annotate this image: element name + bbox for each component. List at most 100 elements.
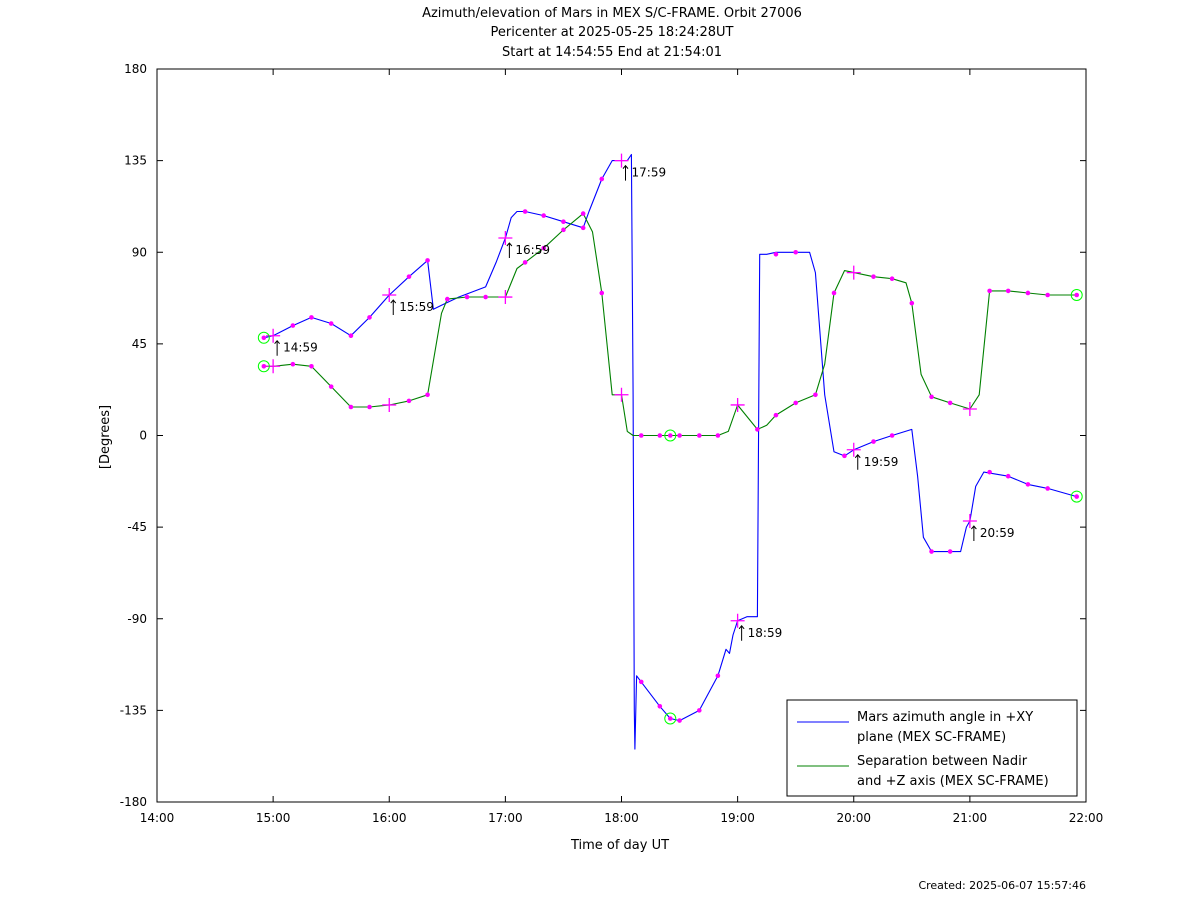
- hour-cross-marker-7: [614, 387, 629, 402]
- event-circle-dot-2: [667, 716, 673, 721]
- x-tick-label-17-00: 17:00: [488, 811, 523, 825]
- sample-dot-green-8: [464, 294, 470, 300]
- x-tick-label-19-00: 19:00: [720, 811, 755, 825]
- sample-dot-blue-10: [580, 225, 586, 231]
- sample-dot-green-11: [541, 245, 546, 251]
- sample-dot-green-6: [425, 392, 430, 398]
- legend-label-azimuth-line-1: Mars azimuth angle in +XY: [857, 710, 1033, 725]
- hour-cross-marker-13: [962, 402, 977, 417]
- time-annotation-label-20-59: 20:59: [980, 526, 1015, 540]
- time-annotation-arrow-6: [970, 525, 977, 542]
- event-circle-marker-2: [664, 712, 677, 725]
- sample-dot-green-31: [1005, 288, 1011, 294]
- sample-dot-green-23: [813, 392, 818, 398]
- sample-dot-blue-1: [309, 315, 314, 320]
- y-tick-label-180: 180: [124, 62, 147, 76]
- sample-dot-green-29: [947, 400, 953, 406]
- x-tick-label-16-00: 16:00: [372, 811, 407, 825]
- sample-dot-green-21: [773, 412, 779, 418]
- sample-dot-green-4: [367, 404, 372, 410]
- y-tick-label-0: 0: [139, 429, 147, 443]
- created-timestamp: Created: 2025-06-07 15:57:46: [918, 879, 1086, 892]
- x-axis-label: Time of day UT: [570, 838, 669, 853]
- sample-dot-green-7: [445, 296, 450, 302]
- y-tick-label-90: 90: [132, 245, 147, 259]
- chart-title-line-1: Azimuth/elevation of Mars in MEX S/C-FRA…: [422, 6, 802, 21]
- sample-dot-green-20: [755, 427, 760, 432]
- hour-cross-marker-2: [382, 288, 397, 303]
- y-axis-ticks: 180 135 90 45 0 -45 -90 -135 -180: [120, 62, 1086, 809]
- event-circle-marker-1: [257, 360, 270, 373]
- y-tick-label-135: -135: [120, 703, 147, 717]
- time-annotation-label-15-59: 15:59: [399, 300, 434, 314]
- sample-dot-blue-7: [522, 209, 528, 214]
- series-line-azimuth: [263, 153, 1077, 750]
- event-circle-dot-0: [261, 335, 267, 341]
- sample-dot-blue-6: [425, 258, 430, 263]
- time-annotation-label-18-59: 18:59: [748, 626, 783, 640]
- sample-dot-green-30: [987, 288, 992, 294]
- sample-dot-green-13: [580, 211, 586, 216]
- sample-dot-green-9: [483, 294, 488, 300]
- sample-dot-blue-26: [1025, 482, 1031, 487]
- event-circle-marker-5: [1070, 490, 1083, 503]
- sample-dot-blue-14: [677, 718, 682, 723]
- sample-dot-green-27: [909, 300, 915, 306]
- sample-dot-blue-3: [348, 333, 354, 339]
- legend-box: [786, 699, 1078, 797]
- sample-dot-blue-11: [599, 176, 605, 182]
- hour-cross-marker-9: [730, 397, 745, 412]
- time-annotation-arrow-4: [738, 625, 745, 641]
- event-circle-dot-1: [261, 363, 267, 369]
- sample-dot-green-17: [677, 433, 682, 438]
- event-circle-dot-3: [667, 433, 673, 438]
- legend-label-separation-line-1: Separation between Nadir: [857, 754, 1028, 769]
- sample-dot-blue-23: [947, 549, 953, 554]
- sample-dot-green-2: [328, 384, 334, 389]
- hour-cross-marker-1: [266, 359, 281, 374]
- hour-cross-marker-12: [962, 514, 977, 529]
- x-tick-label-20-00: 20:00: [836, 811, 871, 825]
- hour-cross-marker-3: [382, 397, 397, 412]
- event-circle-marker-4: [1070, 289, 1083, 302]
- sample-dot-green-24: [831, 290, 837, 296]
- x-tick-label-18-00: 18:00: [604, 811, 639, 825]
- sample-dot-green-16: [657, 433, 663, 438]
- chart-title: Azimuth/elevation of Mars in MEX S/C-FRA…: [422, 6, 802, 60]
- chart-title-line-2: Pericenter at 2025-05-25 18:24:28UT: [490, 25, 733, 40]
- sample-dot-blue-19: [842, 453, 847, 459]
- sample-dot-blue-5: [406, 274, 412, 279]
- x-tick-label-22-00: 22:00: [1069, 811, 1104, 825]
- sample-dot-blue-20: [871, 439, 876, 444]
- time-annotation-arrow-1: [390, 299, 397, 316]
- sample-dot-blue-0: [290, 323, 296, 328]
- sample-dot-blue-2: [328, 321, 334, 326]
- sample-dot-green-10: [522, 260, 528, 265]
- sample-dot-blue-22: [929, 549, 934, 554]
- sample-dot-green-1: [309, 363, 314, 369]
- hour-cross-marker-4: [498, 230, 513, 245]
- sample-dot-green-0: [290, 361, 296, 367]
- hour-cross-marker-11: [846, 265, 861, 280]
- sample-dot-green-3: [348, 404, 354, 410]
- hour-cross-marker-8: [730, 613, 745, 628]
- event-circle-dot-4: [1074, 292, 1080, 298]
- sample-dot-blue-13: [657, 704, 663, 709]
- sample-dot-blue-21: [889, 433, 895, 438]
- sample-dot-blue-17: [773, 251, 779, 257]
- sample-dot-blue-12: [638, 679, 644, 685]
- y-tick-label-180: -180: [120, 795, 147, 809]
- sample-dot-blue-9: [561, 219, 566, 225]
- y-tick-label-45: 45: [132, 337, 147, 351]
- sample-dot-green-18: [697, 433, 702, 438]
- legend-label-azimuth-line-2: plane (MEX SC-FRAME): [857, 730, 1006, 745]
- time-annotations: 14:59 15:59 16:59 17:59 18:59 19:59 20:59: [274, 164, 1015, 641]
- x-tick-label-21-00: 21:00: [953, 811, 988, 825]
- hour-cross-marker-10: [846, 442, 861, 457]
- legend-label-separation-line-2: and +Z axis (MEX SC-FRAME): [857, 774, 1049, 789]
- hour-cross-marker-6: [614, 153, 629, 168]
- time-annotation-label-16-59: 16:59: [515, 243, 550, 257]
- y-tick-label-45: -45: [127, 520, 147, 534]
- sample-dot-blue-15: [697, 708, 702, 713]
